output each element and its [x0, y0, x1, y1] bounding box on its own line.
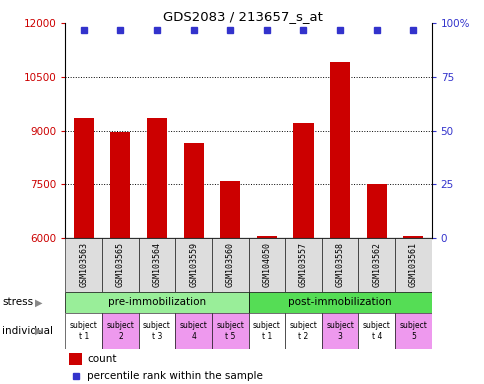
Bar — [183, 143, 203, 238]
Bar — [65, 313, 102, 349]
Text: GSM103558: GSM103558 — [335, 242, 344, 288]
Text: ▶: ▶ — [35, 297, 42, 308]
Text: subject
t 2: subject t 2 — [289, 321, 317, 341]
Bar — [220, 181, 240, 238]
Text: count: count — [87, 354, 117, 364]
Bar — [138, 313, 175, 349]
Text: GSM103560: GSM103560 — [225, 242, 234, 288]
Bar — [358, 238, 394, 292]
Text: subject
2: subject 2 — [106, 321, 134, 341]
Bar — [293, 123, 313, 238]
Bar — [102, 313, 138, 349]
Text: post-immobilization: post-immobilization — [287, 297, 391, 308]
Text: GSM103563: GSM103563 — [79, 242, 88, 288]
Bar — [394, 313, 431, 349]
Bar — [74, 118, 94, 238]
Text: subject
t 1: subject t 1 — [70, 321, 97, 341]
Text: GSM103557: GSM103557 — [298, 242, 307, 288]
Text: subject
t 5: subject t 5 — [216, 321, 243, 341]
Text: GSM103562: GSM103562 — [371, 242, 380, 288]
Text: GSM104050: GSM104050 — [262, 242, 271, 288]
Bar — [402, 236, 423, 238]
Bar — [366, 184, 386, 238]
Bar — [212, 313, 248, 349]
Bar — [329, 63, 349, 238]
Bar — [248, 238, 285, 292]
Text: percentile rank within the sample: percentile rank within the sample — [87, 371, 263, 381]
Bar — [65, 238, 102, 292]
Text: GSM103561: GSM103561 — [408, 242, 417, 288]
Text: stress: stress — [2, 297, 33, 308]
Bar — [110, 132, 130, 238]
Text: subject
3: subject 3 — [326, 321, 353, 341]
Text: pre-immobilization: pre-immobilization — [108, 297, 206, 308]
Bar — [285, 313, 321, 349]
Text: GSM103564: GSM103564 — [152, 242, 161, 288]
Bar — [212, 238, 248, 292]
Text: ▶: ▶ — [35, 326, 42, 336]
Text: subject
5: subject 5 — [399, 321, 426, 341]
Text: GSM103565: GSM103565 — [116, 242, 125, 288]
Bar — [256, 236, 276, 238]
Text: subject
4: subject 4 — [180, 321, 207, 341]
Text: subject
t 1: subject t 1 — [253, 321, 280, 341]
Bar — [175, 238, 212, 292]
Bar — [65, 292, 248, 313]
Bar — [147, 118, 167, 238]
Bar — [285, 238, 321, 292]
Bar — [248, 292, 431, 313]
Text: individual: individual — [2, 326, 53, 336]
Bar — [321, 313, 358, 349]
Bar — [175, 313, 212, 349]
Text: subject
t 4: subject t 4 — [362, 321, 390, 341]
Bar — [138, 238, 175, 292]
Text: subject
t 3: subject t 3 — [143, 321, 170, 341]
Bar — [102, 238, 138, 292]
Bar — [248, 313, 285, 349]
Bar — [394, 238, 431, 292]
Bar — [321, 238, 358, 292]
Text: GSM103559: GSM103559 — [189, 242, 198, 288]
Bar — [358, 313, 394, 349]
Bar — [69, 353, 82, 365]
Text: GDS2083 / 213657_s_at: GDS2083 / 213657_s_at — [162, 10, 322, 23]
